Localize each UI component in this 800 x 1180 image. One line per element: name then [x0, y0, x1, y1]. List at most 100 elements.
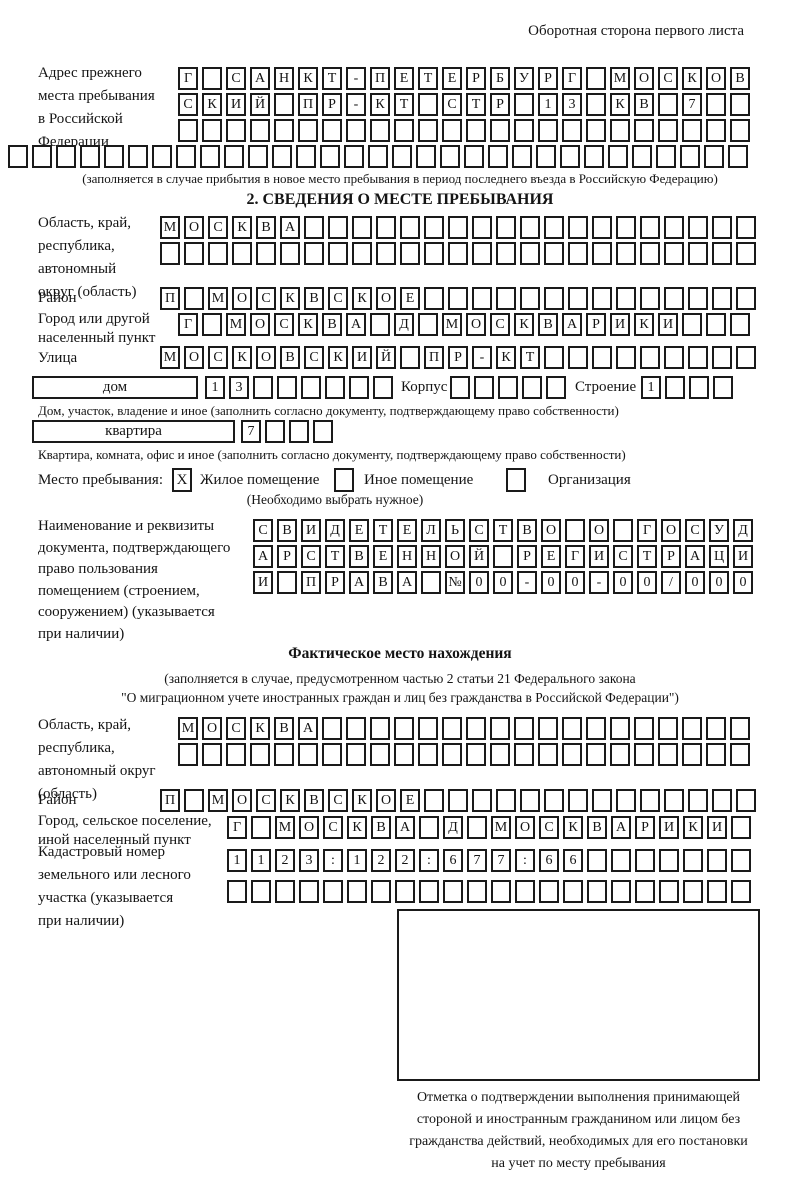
char-box[interactable]	[520, 242, 540, 265]
char-box[interactable]	[347, 880, 367, 903]
char-box[interactable]: 1	[227, 849, 247, 872]
char-box[interactable]	[178, 743, 198, 766]
char-box[interactable]	[394, 743, 414, 766]
char-box[interactable]: К	[232, 346, 252, 369]
char-box[interactable]	[515, 880, 535, 903]
char-box[interactable]	[467, 816, 487, 839]
char-box[interactable]: М	[208, 789, 228, 812]
char-box[interactable]	[226, 119, 246, 142]
char-box[interactable]	[395, 880, 415, 903]
char-box[interactable]	[227, 880, 247, 903]
char-box[interactable]: Е	[541, 545, 561, 568]
char-box[interactable]: М	[160, 346, 180, 369]
char-box[interactable]: С	[442, 93, 462, 116]
char-box[interactable]: Т	[637, 545, 657, 568]
char-box[interactable]	[736, 287, 756, 310]
char-box[interactable]: А	[298, 717, 318, 740]
char-box[interactable]: С	[226, 67, 246, 90]
char-box[interactable]: В	[730, 67, 750, 90]
char-box[interactable]: В	[304, 789, 324, 812]
char-box[interactable]	[736, 346, 756, 369]
char-box[interactable]	[640, 242, 660, 265]
char-box[interactable]: Е	[397, 519, 417, 542]
char-box[interactable]	[80, 145, 100, 168]
char-box[interactable]: Д	[394, 313, 414, 336]
char-box[interactable]	[707, 880, 727, 903]
char-box[interactable]	[544, 216, 564, 239]
char-box[interactable]: И	[707, 816, 727, 839]
char-box[interactable]	[370, 313, 390, 336]
char-box[interactable]	[184, 789, 204, 812]
char-box[interactable]	[592, 216, 612, 239]
char-box[interactable]: М	[610, 67, 630, 90]
char-box[interactable]: Р	[635, 816, 655, 839]
char-box[interactable]	[253, 376, 273, 399]
char-box[interactable]	[442, 119, 462, 142]
char-box[interactable]	[688, 789, 708, 812]
char-box[interactable]	[418, 93, 438, 116]
char-box[interactable]	[683, 849, 703, 872]
char-box[interactable]	[202, 313, 222, 336]
char-box[interactable]: С	[658, 67, 678, 90]
char-box[interactable]: М	[442, 313, 462, 336]
char-box[interactable]	[298, 119, 318, 142]
char-box[interactable]	[265, 420, 285, 443]
char-box[interactable]: Т	[373, 519, 393, 542]
char-box[interactable]	[128, 145, 148, 168]
char-box[interactable]: В	[277, 519, 297, 542]
char-box[interactable]	[730, 743, 750, 766]
char-box[interactable]: Р	[490, 93, 510, 116]
char-box[interactable]: С	[301, 545, 321, 568]
char-box[interactable]	[373, 376, 393, 399]
char-box[interactable]: П	[160, 789, 180, 812]
char-box[interactable]	[712, 216, 732, 239]
char-box[interactable]: Р	[448, 346, 468, 369]
char-box[interactable]: К	[352, 287, 372, 310]
char-box[interactable]	[520, 287, 540, 310]
char-box[interactable]: 1	[641, 376, 661, 399]
char-box[interactable]: В	[304, 287, 324, 310]
char-box[interactable]	[472, 789, 492, 812]
char-box[interactable]	[496, 789, 516, 812]
char-box[interactable]	[616, 789, 636, 812]
char-box[interactable]	[712, 287, 732, 310]
char-box[interactable]: -	[346, 67, 366, 90]
char-box[interactable]: :	[515, 849, 535, 872]
char-box[interactable]	[251, 880, 271, 903]
char-box[interactable]: 7	[467, 849, 487, 872]
char-box[interactable]	[256, 242, 276, 265]
char-box[interactable]: С	[539, 816, 559, 839]
char-box[interactable]	[712, 346, 732, 369]
char-box[interactable]	[490, 119, 510, 142]
char-box[interactable]: Д	[443, 816, 463, 839]
char-box[interactable]: О	[589, 519, 609, 542]
char-box[interactable]: К	[514, 313, 534, 336]
char-box[interactable]: А	[346, 313, 366, 336]
char-box[interactable]	[683, 880, 703, 903]
char-box[interactable]: К	[232, 216, 252, 239]
char-box[interactable]	[299, 880, 319, 903]
char-box[interactable]: Е	[442, 67, 462, 90]
char-box[interactable]	[322, 717, 342, 740]
char-box[interactable]: -	[472, 346, 492, 369]
char-box[interactable]	[538, 743, 558, 766]
char-box[interactable]: В	[322, 313, 342, 336]
char-box[interactable]: О	[202, 717, 222, 740]
char-box[interactable]: 3	[229, 376, 249, 399]
char-box[interactable]	[352, 216, 372, 239]
char-box[interactable]: П	[160, 287, 180, 310]
char-box[interactable]	[496, 287, 516, 310]
char-box[interactable]: О	[541, 519, 561, 542]
char-box[interactable]	[496, 242, 516, 265]
char-box[interactable]	[562, 119, 582, 142]
char-box[interactable]: 1	[538, 93, 558, 116]
char-box[interactable]: И	[226, 93, 246, 116]
char-box[interactable]: №	[445, 571, 465, 594]
char-box[interactable]	[586, 743, 606, 766]
char-box[interactable]	[640, 346, 660, 369]
char-box[interactable]: М	[178, 717, 198, 740]
char-box[interactable]	[448, 242, 468, 265]
char-box[interactable]: О	[184, 216, 204, 239]
char-box[interactable]	[544, 346, 564, 369]
char-box[interactable]	[706, 93, 726, 116]
